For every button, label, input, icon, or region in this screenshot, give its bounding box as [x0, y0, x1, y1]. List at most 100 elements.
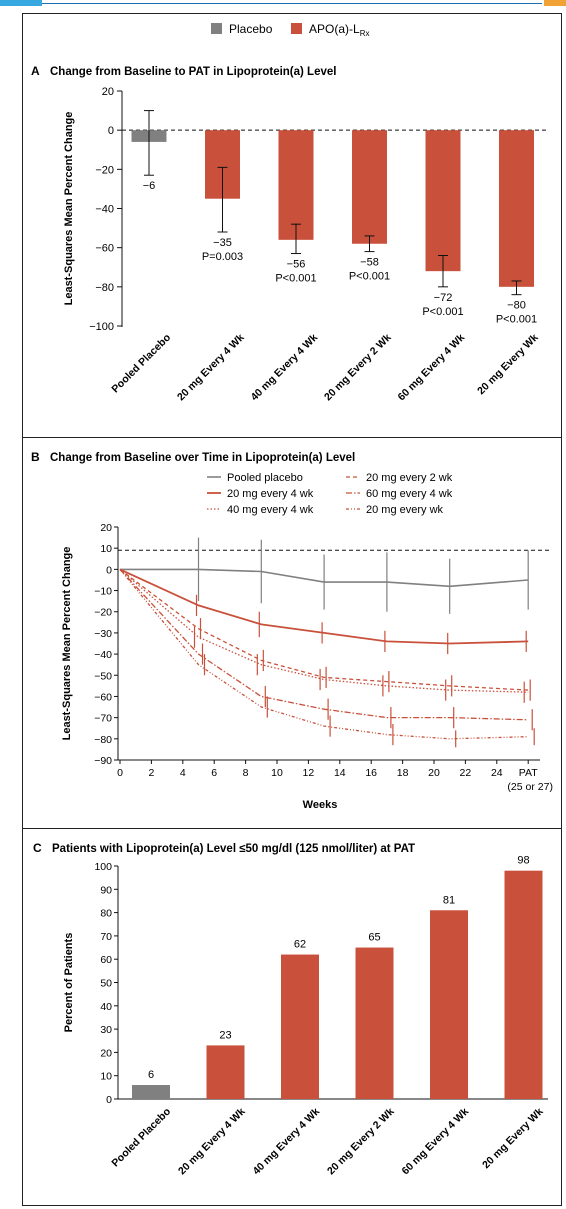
- y-tick-label-b: −60: [94, 691, 112, 703]
- top-rule-line: [42, 3, 542, 4]
- category-label-a: Pooled Placebo: [109, 332, 173, 396]
- x-tick-label-b: 0: [117, 767, 123, 779]
- legend-label-b: 20 mg every 4 wk: [227, 488, 314, 500]
- value-label-c: 62: [294, 939, 306, 951]
- category-label-c: 20 mg Every 4 Wk: [176, 1106, 248, 1178]
- legend-placebo-swatch: [211, 23, 222, 34]
- category-label-a: 40 mg Every 4 Wk: [248, 332, 320, 404]
- y-tick-label-b: 10: [100, 543, 112, 555]
- value-label-a: −56: [287, 259, 306, 271]
- bar-c: [430, 910, 468, 1099]
- y-tick-label-b: −10: [94, 586, 112, 598]
- x-tick-label-b: PAT: [519, 767, 538, 779]
- p-value-label-a: P<0.001: [275, 273, 316, 285]
- p-value-label-a: P<0.001: [496, 314, 537, 326]
- x-tick-label-b: 4: [180, 767, 186, 779]
- bar-c: [281, 954, 319, 1099]
- bar-c: [132, 1085, 170, 1099]
- legend-label-b: Pooled placebo: [227, 472, 303, 484]
- y-axis-label-c: Percent of Patients: [63, 933, 75, 1033]
- y-tick-label-b: 0: [106, 564, 112, 576]
- y-tick-label-b: −50: [94, 670, 112, 682]
- y-tick-label-a: −20: [95, 164, 114, 176]
- panel-c-letter: C: [33, 841, 42, 855]
- panel-b-letter: B: [31, 450, 40, 464]
- y-tick-label-a: 0: [108, 125, 114, 137]
- value-label-a: −6: [143, 180, 156, 192]
- y-tick-label-c: 0: [106, 1094, 112, 1106]
- value-label-c: 98: [517, 855, 529, 867]
- y-tick-label-b: −70: [94, 713, 112, 725]
- value-label-a: −72: [434, 292, 453, 304]
- legend-label-b: 40 mg every 4 wk: [227, 504, 314, 516]
- category-label-a: 20 mg Every 2 Wk: [322, 332, 394, 404]
- top-accent-left: [0, 0, 42, 6]
- y-tick-label-c: 100: [94, 861, 112, 873]
- category-label-c: 60 mg Every 4 Wk: [399, 1106, 471, 1178]
- y-tick-label-b: −30: [94, 628, 112, 640]
- panel-a-letter: A: [31, 64, 40, 78]
- y-tick-label-a: −40: [95, 204, 114, 216]
- y-tick-label-a: −80: [95, 282, 114, 294]
- x-axis-label-b: Weeks: [303, 799, 338, 811]
- y-axis-label-a: Least-Squares Mean Percent Change: [63, 112, 75, 306]
- p-value-label-a: P=0.003: [202, 251, 243, 263]
- y-tick-label-a: −60: [95, 243, 114, 255]
- value-label-a: −80: [507, 300, 526, 312]
- y-tick-label-c: 30: [100, 1024, 112, 1036]
- x-tick-label-b: 14: [334, 767, 346, 779]
- legend-drug-label-main: APO(a)-L: [309, 22, 360, 36]
- y-tick-label-b: −20: [94, 607, 112, 619]
- y-tick-label-b: 20: [100, 522, 112, 534]
- bar-a: [499, 130, 534, 287]
- y-tick-label-c: 50: [100, 978, 112, 990]
- p-value-label-a: P<0.001: [349, 271, 390, 283]
- y-tick-label-a: −100: [89, 321, 114, 333]
- x-tick-label-b: 10: [271, 767, 283, 779]
- figure-legend: Placebo APO(a)-LRx: [211, 22, 369, 38]
- legend-placebo-label: Placebo: [229, 22, 273, 36]
- panel-b-title: Change from Baseline over Time in Lipopr…: [50, 452, 355, 464]
- bar-a: [425, 130, 461, 272]
- series-line-b: [119, 568, 529, 740]
- y-axis-label-b: Least-Squares Mean Percent Change: [61, 547, 73, 741]
- legend-label-b: 20 mg every 2 wk: [366, 472, 453, 484]
- chart-a: 20 0 −20 −40 −60 −80 −100 Least-Squares Mean Pe…: [63, 86, 548, 403]
- x-tick-label-b: 20: [428, 767, 440, 779]
- value-label-c: 65: [368, 932, 380, 944]
- x-tick-label-b: 24: [491, 767, 503, 779]
- bar-c: [355, 947, 394, 1099]
- x-tick-label-b: 16: [365, 767, 377, 779]
- category-label-c: Pooled Placebo: [109, 1106, 173, 1170]
- y-tick-label-c: 80: [100, 908, 112, 920]
- y-tick-label-b: −40: [94, 649, 112, 661]
- x-tick-label-b: 8: [243, 767, 249, 779]
- y-tick-label-c: 40: [100, 1001, 112, 1013]
- category-label-a: 60 mg Every 4 Wk: [395, 332, 467, 404]
- category-label-a: 20 mg Every 4 Wk: [175, 332, 247, 404]
- y-tick-label-c: 60: [100, 954, 112, 966]
- legend-drug-label-sub: Rx: [360, 29, 370, 38]
- value-label-a: −35: [213, 237, 232, 249]
- x-tick-label-b: 22: [460, 767, 472, 779]
- legend-drug-label: APO(a)-LRx: [309, 22, 369, 38]
- series-line-b: [119, 568, 529, 645]
- category-label-c: 20 mg Every 2 Wk: [325, 1106, 397, 1178]
- legend-drug-swatch: [291, 23, 302, 34]
- category-label-a: 20 mg Every Wk: [475, 332, 541, 398]
- y-tick-label-c: 10: [100, 1071, 112, 1083]
- legend-label-b: 20 mg every wk: [366, 504, 444, 516]
- legend-label-b: 60 mg every 4 wk: [366, 488, 453, 500]
- value-label-c: 81: [443, 894, 455, 906]
- series-line-b: [119, 568, 529, 691]
- y-tick-label-c: 70: [100, 931, 112, 943]
- value-label-c: 23: [219, 1029, 231, 1041]
- panel-c-title: Patients with Lipoprotein(a) Level ≤50 m…: [52, 843, 415, 855]
- value-label-c: 6: [148, 1069, 154, 1081]
- category-label-c: 40 mg Every 4 Wk: [250, 1106, 322, 1178]
- x-tick-label-b: 18: [397, 767, 409, 779]
- x-tick-note-b: (25 or 27): [507, 781, 553, 793]
